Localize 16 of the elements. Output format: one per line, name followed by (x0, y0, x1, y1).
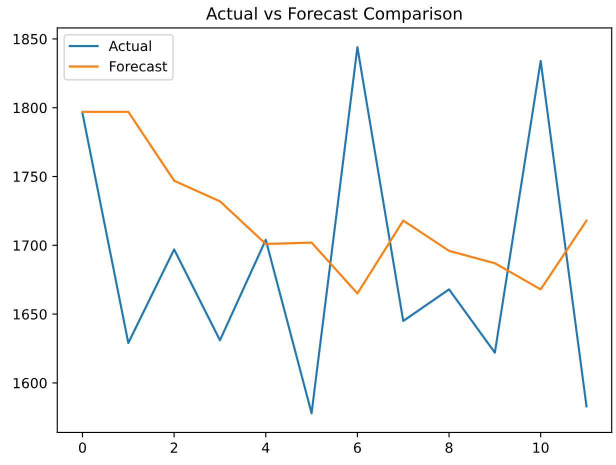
legend-label: Actual (108, 40, 151, 52)
x-tick-label: 10 (533, 442, 549, 453)
x-tick-label: 8 (446, 442, 452, 453)
y-tick-label: 1650 (14, 309, 47, 320)
x-tick-label: 4 (262, 442, 270, 453)
y-tick-label: 1700 (14, 240, 47, 251)
line-series (81, 110, 588, 295)
y-tick-label: 1600 (14, 378, 47, 388)
y-tick-label: 1750 (14, 171, 47, 182)
legend-label: Forecast (110, 61, 168, 72)
y-tick-label: 1850 (14, 34, 47, 44)
x-tick-label: 0 (78, 442, 86, 453)
x-tick-label: 2 (170, 442, 178, 453)
x-tick-label: 6 (354, 442, 361, 453)
chart-title: Actual vs Forecast Comparison (206, 6, 462, 24)
y-tick-label: 1800 (14, 102, 47, 114)
